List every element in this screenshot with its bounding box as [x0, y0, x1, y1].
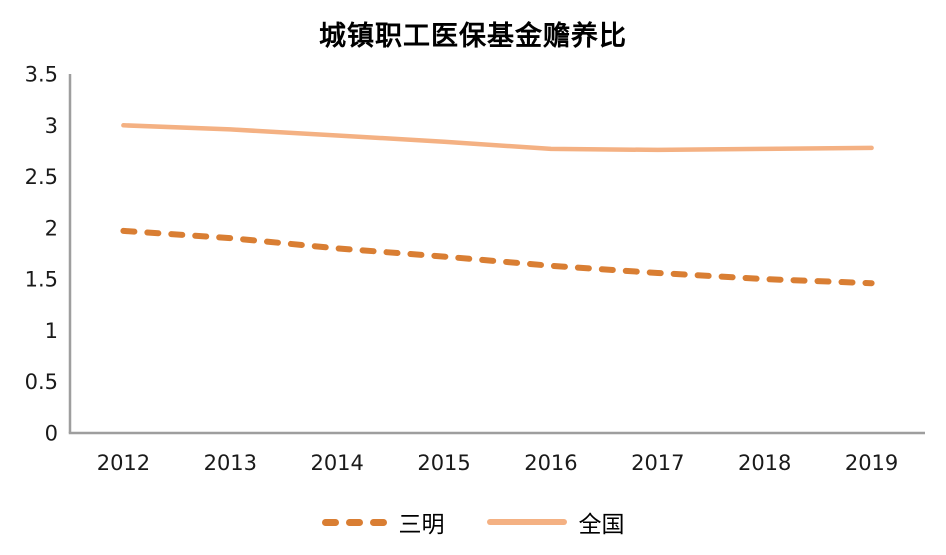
series-line-三明 [120, 227, 875, 287]
legend-label-sanming: 三明 [398, 512, 445, 538]
solid-line-sample-icon [486, 519, 567, 525]
y-axis-tick-label: 2 [45, 216, 58, 240]
x-axis-tick-label: 2017 [631, 451, 684, 475]
y-axis-tick-label: 3 [45, 114, 58, 138]
y-axis-tick-label: 1.5 [25, 268, 58, 292]
legend-label-national: 全国 [578, 512, 625, 538]
y-axis-tick-label: 2.5 [25, 165, 58, 189]
x-axis-tick-label: 2018 [738, 451, 791, 475]
chart-title: 城镇职工医保基金赡养比 [319, 21, 627, 52]
x-axis-tick-label: 2014 [310, 451, 363, 475]
x-axis-tick-label: 2013 [204, 451, 257, 475]
chart-legend: 三明 全国 [0, 505, 946, 539]
legend-item-national: 全国 [486, 505, 625, 539]
dashed-line-sample-icon [321, 518, 387, 526]
legend-item-sanming: 三明 [321, 505, 445, 539]
x-axis-tick-label: 2016 [524, 451, 577, 475]
x-axis-tick-label: 2019 [845, 451, 898, 475]
x-axis-tick-label: 2012 [97, 451, 150, 475]
y-axis-tick-label: 3.5 [25, 63, 58, 87]
y-axis-tick-label: 0 [45, 422, 58, 446]
y-axis-tick-label: 1 [45, 319, 58, 343]
series-line-全国 [121, 123, 874, 153]
x-axis-tick-label: 2015 [417, 451, 470, 475]
y-axis-tick-label: 0.5 [25, 370, 58, 394]
